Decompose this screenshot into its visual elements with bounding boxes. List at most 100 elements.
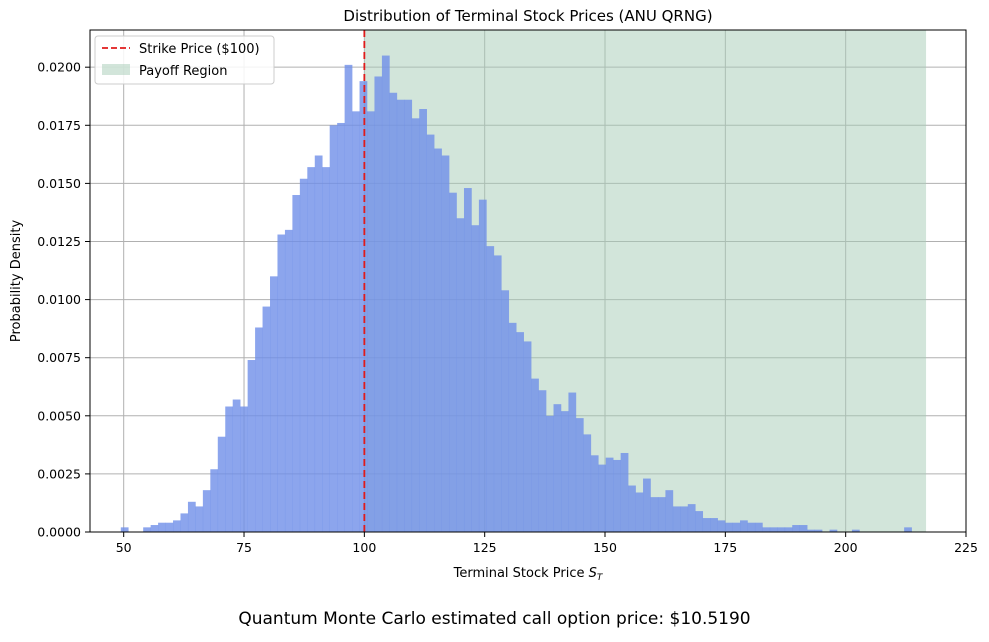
histogram-bar [546,416,554,532]
y-tick-label: 0.0150 [37,176,81,191]
histogram-bar [143,527,151,532]
legend-payoff-swatch [102,64,130,75]
histogram-bar [792,525,800,532]
histogram-bar [718,520,726,532]
y-tick-label: 0.0125 [37,234,81,249]
histogram-bar [374,76,382,532]
histogram-bar [367,111,375,532]
y-tick-label: 0.0200 [37,60,81,75]
histogram-bar [322,167,330,532]
histogram-bar [621,453,629,532]
histogram-bar [121,527,129,532]
histogram-bar [442,156,450,533]
histogram-bar [688,504,696,532]
x-axis-label-subscript: T [597,573,604,583]
histogram-bar [457,218,465,532]
histogram-bar [307,167,315,532]
histogram-bar [673,506,681,532]
y-tick-label: 0.0075 [37,350,81,365]
y-tick-label: 0.0100 [37,292,81,307]
histogram-bar [218,437,226,532]
x-tick-label: 125 [473,540,497,555]
histogram-bar [636,492,644,532]
histogram-bar [352,111,360,532]
y-axis-label: Probability Density [9,220,24,343]
x-tick-label: 175 [713,540,737,555]
x-tick-label: 75 [236,540,252,555]
histogram-bar [449,193,457,532]
histogram-bar [471,225,479,532]
histogram-bar [658,497,666,532]
histogram-bar [397,100,405,532]
legend: Strike Price ($100) Payoff Region [95,36,274,84]
x-axis-label: Terminal Stock Price ST [453,566,604,583]
histogram-bar [539,390,547,532]
histogram-bar [255,327,263,532]
histogram-bar [240,407,248,533]
histogram-bar [337,123,345,532]
histogram-bar [434,149,442,532]
histogram-bar [494,255,502,532]
x-axis-ticks: 5075100125150175200225 [116,532,978,555]
histogram-bar [158,523,166,532]
histogram-bar [248,360,256,532]
histogram-bar [733,523,741,532]
histogram-bar [703,518,711,532]
x-tick-label: 100 [352,540,376,555]
histogram-bar [755,523,763,532]
histogram-bar [628,486,636,532]
histogram-bar [770,527,778,532]
histogram-bar [509,323,517,532]
histogram-bar [777,527,785,532]
histogram-bar [195,506,203,532]
histogram-bar [598,465,606,532]
histogram-bar [561,411,569,532]
histogram-bar [285,230,293,532]
histogram-bar [292,195,300,532]
histogram-bar [613,460,621,532]
x-tick-label: 200 [834,540,858,555]
chart-title: Distribution of Terminal Stock Prices (A… [343,7,712,25]
histogram-bar [665,490,673,532]
x-axis-label-text: Terminal Stock Price [453,566,589,581]
histogram-bar [785,527,793,532]
legend-strike-label: Strike Price ($100) [139,42,260,57]
histogram-bar [680,506,688,532]
histogram-bar [180,513,188,532]
option-price-caption: Quantum Monte Carlo estimated call optio… [0,609,989,629]
histogram-bar [524,341,532,532]
histogram-bar [263,307,271,532]
legend-payoff-label: Payoff Region [139,64,227,79]
histogram-bar [173,520,181,532]
histogram-bar [300,179,308,532]
histogram-bar [427,135,435,532]
histogram-figure: 5075100125150175200225 0.00000.00250.005… [0,0,989,600]
x-tick-label: 225 [954,540,978,555]
histogram-bar [501,290,509,532]
histogram-bar [225,407,233,533]
histogram-bar [233,400,241,532]
histogram-bar [464,188,472,532]
y-tick-label: 0.0050 [37,408,81,423]
histogram-bar [330,125,338,532]
y-tick-label: 0.0025 [37,466,81,481]
histogram-bar [210,469,218,532]
histogram-bar [166,523,174,532]
histogram-bar [583,434,591,532]
histogram-bar [904,527,912,532]
histogram-bar [606,458,614,532]
y-tick-label: 0.0175 [37,118,81,133]
histogram-bar [389,93,397,532]
histogram-bar [695,511,703,532]
histogram-bar [643,479,651,532]
histogram-bar [203,490,211,532]
histogram-bar [762,527,770,532]
histogram-bar [345,65,353,532]
histogram-bar [650,497,658,532]
histogram-bar [725,523,733,532]
y-axis-ticks: 0.00000.00250.00500.00750.01000.01250.01… [37,60,90,540]
histogram-bar [710,518,718,532]
x-tick-label: 50 [116,540,132,555]
histogram-bar [740,520,748,532]
histogram-bar [747,523,755,532]
